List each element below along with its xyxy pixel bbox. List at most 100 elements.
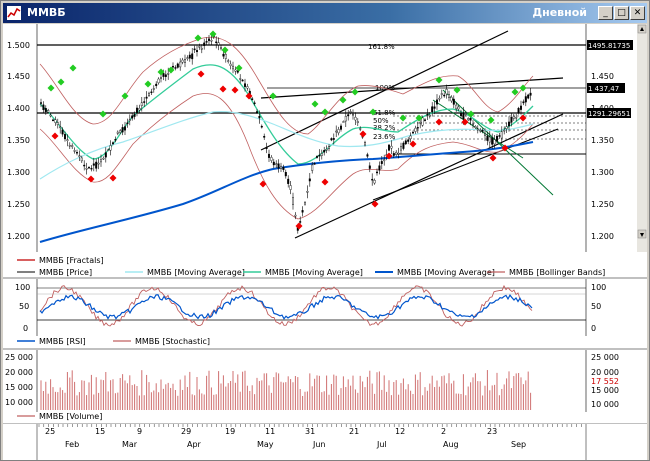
- legend-item: ММВБ [Moving Average]: [265, 268, 363, 277]
- candle-body: [47, 110, 50, 113]
- chart-svg[interactable]: 1.500 1.450 1.400 1.350 1.300 1.250 1.20…: [3, 24, 647, 460]
- fractal-up-marker: [519, 84, 527, 92]
- candle-body: [457, 106, 460, 110]
- minimize-button[interactable]: _: [598, 6, 613, 20]
- fractal-up-marker: [47, 84, 55, 92]
- fractal-up-marker: [209, 30, 217, 38]
- level-value-box: 1291.29651: [588, 110, 630, 118]
- fractal-down-marker: [359, 130, 367, 138]
- maximize-button[interactable]: □: [614, 6, 629, 20]
- candle-body: [479, 129, 482, 132]
- price-tick-right: 1.350: [591, 136, 614, 145]
- candle-body: [481, 129, 484, 132]
- candle-body: [414, 127, 417, 132]
- candle-body: [222, 53, 225, 57]
- price-tick: 1.450: [7, 72, 30, 81]
- candle-body: [54, 119, 57, 123]
- candle-body: [243, 83, 246, 87]
- volume-tick: 10 000: [5, 398, 33, 407]
- fib-label: 50%: [373, 117, 389, 125]
- candle-body: [138, 108, 141, 111]
- candle-body: [135, 107, 138, 114]
- candle-body: [92, 163, 95, 166]
- candle-body: [308, 178, 311, 182]
- candle-body: [390, 145, 393, 149]
- candle-body: [80, 157, 83, 162]
- date-day: 29: [181, 427, 191, 436]
- candle-body: [102, 157, 105, 160]
- date-axis[interactable]: 25 15 9 29 19 11 31 21 12 2 23 Feb Mar A…: [3, 423, 647, 460]
- candle-body: [325, 149, 328, 151]
- candle-body: [510, 117, 513, 123]
- candle-body: [49, 114, 52, 117]
- candle-body: [349, 111, 352, 113]
- ma-mid-line: [39, 111, 534, 180]
- fractal-down-marker: [489, 154, 497, 162]
- candle-body: [304, 202, 307, 205]
- price-panel[interactable]: 1.500 1.450 1.400 1.350 1.300 1.250 1.20…: [3, 24, 647, 277]
- candle-body: [52, 119, 55, 122]
- fractal-down-marker: [219, 85, 227, 93]
- chart-area[interactable]: 1.500 1.450 1.400 1.350 1.300 1.250 1.20…: [3, 24, 647, 460]
- title-bar[interactable]: ММВБ Дневной _ □ ✕: [3, 3, 647, 23]
- candle-body: [529, 92, 532, 96]
- candle-body: [520, 105, 523, 110]
- candle-body: [147, 92, 150, 96]
- candle-body: [128, 119, 131, 121]
- candle-body: [198, 46, 201, 48]
- price-tick: 1.500: [7, 41, 30, 50]
- price-tick: 1.300: [7, 168, 30, 177]
- candle-body: [195, 50, 198, 53]
- candle-body: [155, 83, 158, 87]
- candle-body: [438, 97, 441, 100]
- level-value-box: 1495.81735: [588, 42, 630, 50]
- candle-body: [421, 117, 424, 126]
- date-day: 15: [95, 427, 105, 436]
- candle-body: [448, 94, 451, 98]
- fractal-down-marker: [245, 92, 253, 100]
- candle-body: [258, 116, 261, 119]
- candle-body: [424, 119, 427, 121]
- candle-body: [111, 142, 114, 145]
- candle-body: [371, 178, 374, 181]
- close-button[interactable]: ✕: [630, 6, 645, 20]
- price-tick-right: 1.200: [591, 232, 614, 241]
- candle-body: [301, 210, 304, 213]
- candle-body: [313, 163, 316, 165]
- candle-body: [323, 150, 326, 153]
- volume-panel[interactable]: 25 000 20 000 15 000 10 000 25 000 20 00…: [3, 348, 647, 421]
- candle-body: [114, 139, 117, 141]
- candle-body: [433, 106, 436, 109]
- candle-body: [255, 111, 258, 113]
- candle-body: [90, 167, 93, 170]
- candle-body: [436, 99, 439, 105]
- price-tick-right: 1.300: [591, 168, 614, 177]
- candle-body: [476, 128, 479, 131]
- date-day: 31: [305, 427, 315, 436]
- candle-body: [328, 146, 331, 149]
- price-tick-right: 1.250: [591, 200, 614, 209]
- fib-label: 23.6%: [373, 133, 396, 141]
- candle-body: [215, 41, 218, 44]
- candle-body: [517, 108, 520, 114]
- ma-slow-line: [39, 141, 534, 243]
- date-day: 9: [137, 427, 142, 436]
- candle-body: [402, 142, 405, 149]
- candle-body: [217, 42, 220, 46]
- vertical-scrollbar[interactable]: [637, 24, 647, 252]
- candle-body: [366, 154, 369, 157]
- date-day: 25: [45, 427, 55, 436]
- last-price-box: 1 437,47: [588, 85, 619, 93]
- timeframe-label: Дневной: [532, 6, 587, 19]
- volume-tick-right: 15 000: [591, 386, 619, 395]
- osc-tick: 100: [15, 283, 30, 292]
- candle-body: [282, 166, 285, 170]
- candle-body: [265, 147, 268, 149]
- oscillator-panel[interactable]: 100 50 0 100 50 0 ММВБ [RSI] ММВБ [Stoch…: [3, 277, 647, 346]
- candle-body: [104, 152, 107, 158]
- arrow-down-icon: [640, 233, 644, 237]
- fractal-down-marker: [435, 118, 443, 126]
- fib-label: 100%: [375, 84, 395, 92]
- candle-body: [123, 126, 126, 131]
